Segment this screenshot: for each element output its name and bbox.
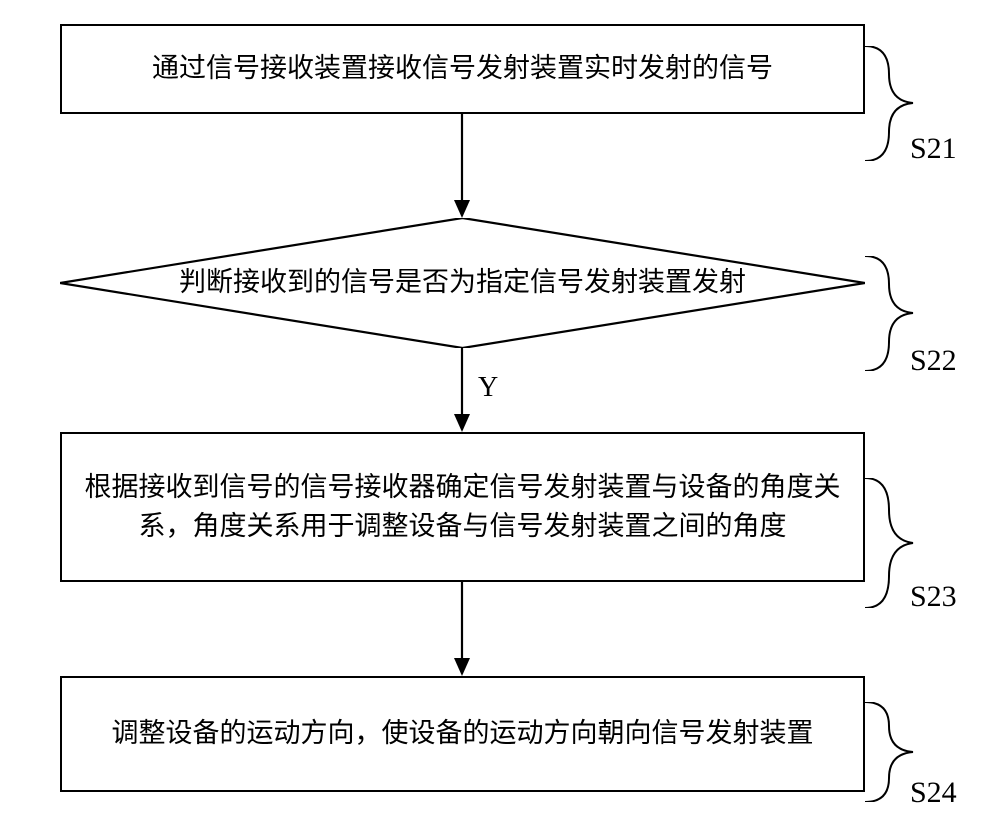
arrow-s21-s22 (452, 114, 472, 218)
label-s21: S21 (910, 132, 957, 166)
process-s21-text: 通过信号接收装置接收信号发射装置实时发射的信号 (152, 49, 773, 88)
flowchart-canvas: 通过信号接收装置接收信号发射装置实时发射的信号 S21 判断接收到的信号是否为指… (0, 0, 1000, 814)
process-s21: 通过信号接收装置接收信号发射装置实时发射的信号 (60, 24, 865, 114)
decision-yes-label: Y (478, 372, 498, 404)
process-s23-text: 根据接收到信号的信号接收器确定信号发射装置与设备的角度关系，角度关系用于调整设备… (72, 468, 853, 546)
decision-s22-text: 判断接收到的信号是否为指定信号发射装置发射 (179, 263, 746, 302)
label-s22: S22 (910, 344, 957, 378)
label-s24: S24 (910, 776, 957, 810)
decision-s22: 判断接收到的信号是否为指定信号发射装置发射 (60, 218, 865, 348)
arrow-s22-s23 (452, 348, 472, 432)
process-s24: 调整设备的运动方向，使设备的运动方向朝向信号发射装置 (60, 676, 865, 792)
label-s23: S23 (910, 580, 957, 614)
arrow-s23-s24 (452, 582, 472, 676)
process-s23: 根据接收到信号的信号接收器确定信号发射装置与设备的角度关系，角度关系用于调整设备… (60, 432, 865, 582)
process-s24-text: 调整设备的运动方向，使设备的运动方向朝向信号发射装置 (112, 714, 814, 753)
